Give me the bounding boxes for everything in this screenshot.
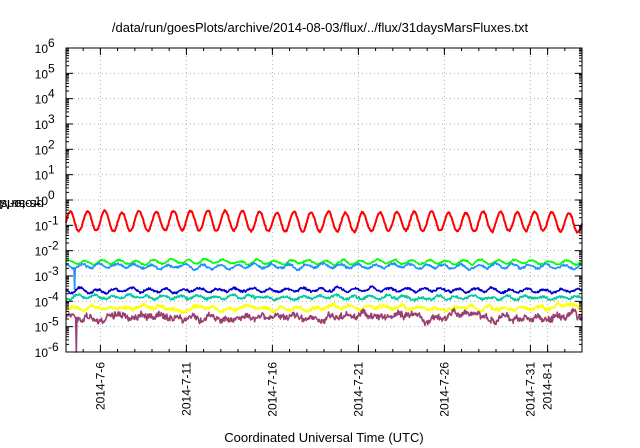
y-tick-exponent: 2 [48,137,55,151]
x-tick-label: 2014-7-11 [179,362,193,416]
grid-lines [66,48,582,352]
y-tick-exponent: 3 [48,112,55,126]
x-tick-label: 2014-7-21 [351,362,365,417]
y-tick-exponent: -1 [48,213,59,227]
x-axis-label: Coordinated Universal Time (UTC) [224,430,424,445]
y-tick-label: 104 [35,87,55,107]
y-tick-label: 10-1 [35,213,59,233]
series-line [65,293,583,303]
y-tick-label: 10-4 [35,289,59,309]
y-tick-exponent: -4 [48,289,59,303]
y-tick-exponent: 4 [48,87,55,101]
plot-frame [65,47,583,353]
series-line [65,307,583,353]
y-tick-label: 103 [35,112,55,132]
x-tick-label: 2014-8-1 [541,362,555,410]
y-tick-label: 101 [35,163,55,183]
x-tick-label: 2014-7-6 [93,362,107,410]
series-line [65,257,583,267]
series-lines [65,209,583,353]
x-tick-labels: 2014-7-6 2014-7-11 2014-7-16 2014-7-21 2014-… [93,362,554,417]
x-tick-label: 2014-7-26 [437,362,451,417]
y-tick-label: 105 [35,61,55,81]
y-tick-label: 106 [35,36,55,56]
x-tick-label: 2014-7-16 [265,362,279,417]
y-tick-label: 100 [35,188,55,208]
x-tick-label: 2014-7-31 [523,362,537,417]
y-tick-exponent: 6 [48,36,55,50]
series-line [65,285,583,295]
y-tick-label: 10-5 [35,315,59,335]
series-line [65,209,583,234]
series-line [65,261,583,291]
series-line [65,301,583,315]
y-tick-exponent: 0 [48,188,55,202]
y-tick-exponent: 5 [48,61,55,75]
y-tick-exponent: -3 [48,264,59,278]
y-tick-exponent: -6 [48,340,59,354]
chart-title: /data/run/goesPlots/archive/2014-08-03/f… [111,20,529,35]
y-tick-labels: 10610510410310210110010-110-210-310-410-… [35,36,59,360]
y-tick-label: 102 [35,137,55,157]
y-tick-exponent: -5 [48,315,59,329]
y-tick-label: 10-2 [35,239,59,259]
y-tick-exponent: -2 [48,239,59,253]
axis-ticks [66,47,582,353]
y-tick-exponent: 1 [48,163,55,177]
y-tick-label: 10-3 [35,264,59,284]
y-tick-label: 10-6 [35,340,59,360]
